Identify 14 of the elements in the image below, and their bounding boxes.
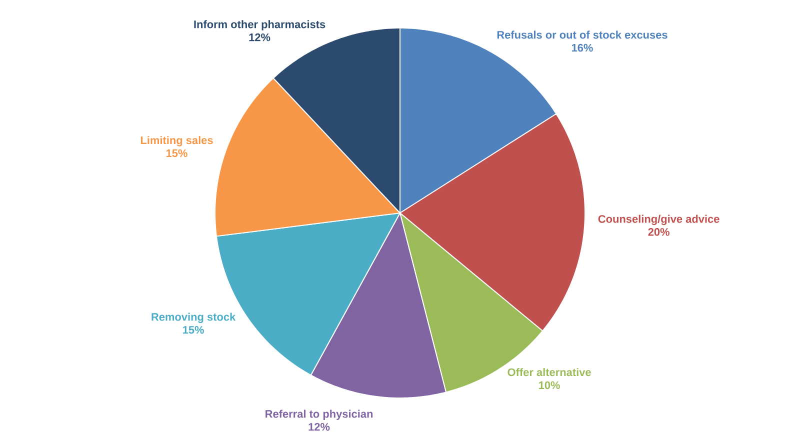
- data-label: 12%: [308, 422, 330, 431]
- slice-label: Offer alternative: [508, 368, 591, 376]
- slice-label: Referral to physician: [266, 410, 373, 420]
- data-label: 10%: [539, 381, 560, 390]
- data-label: 12%: [249, 33, 270, 42]
- data-label: 15%: [166, 149, 188, 158]
- slice-label: Removing stock: [152, 312, 236, 323]
- slice-label: Inform other pharmacists: [194, 20, 326, 30]
- data-label: 20%: [648, 228, 670, 236]
- slice-label: Limiting sales: [140, 136, 213, 146]
- slice-label: Counseling/give advice: [598, 214, 720, 226]
- data-label: 15%: [183, 326, 204, 334]
- slice-label: Refusals or out of stock excuses: [497, 30, 668, 39]
- data-label: 16%: [572, 44, 593, 52]
